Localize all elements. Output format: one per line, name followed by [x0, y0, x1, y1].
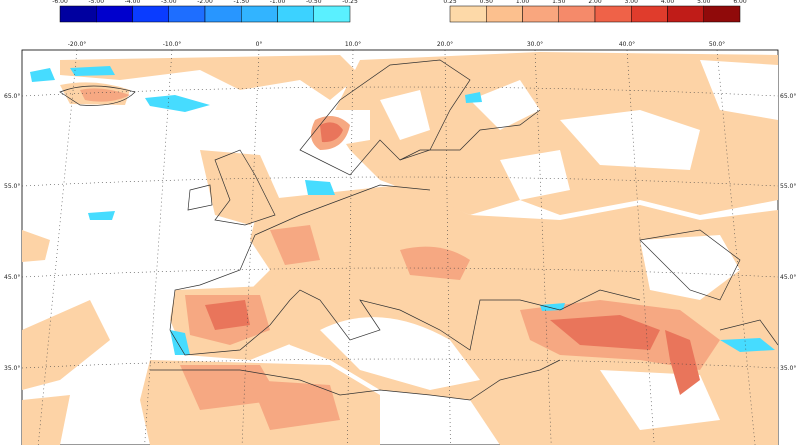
longitude-label: -10.0° — [163, 41, 182, 48]
colorbar-label: 2.00 — [588, 0, 602, 5]
latitude-label: 45.0° — [780, 274, 796, 281]
coastlines — [59, 59, 779, 401]
colorbar-label: -1.00 — [270, 0, 286, 5]
colorbar-box — [59, 5, 97, 23]
colorbar-label: 0.50 — [480, 0, 494, 5]
latitude-label: 35.0° — [4, 365, 20, 372]
labels: -20.0° -10.0° 0° 10.0° 20.0° 30.0° 40.0° 50.0° 6… — [4, 41, 796, 372]
colorbar-box — [96, 5, 133, 23]
parallel — [21, 86, 779, 97]
longitude-label: -20.0° — [68, 41, 87, 48]
parallel — [21, 358, 779, 369]
latitude-label: 55.0° — [4, 183, 20, 190]
colorbar-label: -2.00 — [197, 0, 213, 5]
longitude-label: 0° — [256, 41, 263, 48]
colorbar-label: 1.00 — [516, 0, 530, 5]
longitude-label: 30.0° — [527, 41, 543, 48]
parallel — [21, 176, 779, 187]
colorbar-box — [241, 5, 278, 23]
colorbar-box — [132, 5, 169, 23]
anomaly-strong — [205, 122, 700, 395]
colorbar-label: -4.00 — [125, 0, 141, 5]
colorbar-label: 5.00 — [697, 0, 711, 5]
colorbar-box — [522, 5, 559, 23]
latitude-label: 55.0° — [780, 183, 796, 190]
map-area — [21, 49, 779, 445]
colorbars: -6.00 -5.00 -4.00 -3.00 -2.00 -1.50 -1.00 -0.50… — [52, 0, 747, 23]
colorbar-label: 6.00 — [733, 0, 747, 5]
colorbar-box — [168, 5, 206, 23]
latitude-label: 65.0° — [4, 93, 20, 100]
colorbar-box — [486, 5, 523, 23]
latitude-label: 45.0° — [4, 274, 20, 281]
latitude-label: 65.0° — [780, 93, 796, 100]
colorbar-box — [449, 5, 487, 23]
colorbar-label: -3.00 — [161, 0, 177, 5]
colorbar-box — [204, 5, 242, 23]
longitude-label: 50.0° — [709, 41, 725, 48]
anomaly-negative — [30, 66, 775, 355]
colorbar-label: -1.50 — [233, 0, 249, 5]
colorbar-label: 1.50 — [552, 0, 566, 5]
longitude-label: 20.0° — [437, 41, 453, 48]
colorbar-label: 4.00 — [661, 0, 675, 5]
colorbar-label: -0.25 — [342, 0, 358, 5]
colorbar-box — [558, 5, 596, 23]
colorbar-label: 0.25 — [443, 0, 457, 5]
colorbar-label: 3.00 — [625, 0, 639, 5]
colorbar-label: -0.50 — [306, 0, 322, 5]
colorbar-label: -5.00 — [88, 0, 104, 5]
colorbar-label: -6.00 — [52, 0, 68, 5]
colorbar-box — [703, 5, 741, 23]
colorbar-box — [594, 5, 632, 23]
longitude-label: 40.0° — [619, 41, 635, 48]
longitude-label: 10.0° — [345, 41, 361, 48]
anomaly-none — [320, 60, 778, 430]
colorbar-box — [667, 5, 704, 23]
graticule — [21, 49, 779, 445]
colorbar-box — [313, 5, 351, 23]
latitude-label: 35.0° — [780, 365, 796, 372]
colorbar-box — [277, 5, 314, 23]
colorbar-box — [631, 5, 668, 23]
parallel — [21, 267, 779, 278]
